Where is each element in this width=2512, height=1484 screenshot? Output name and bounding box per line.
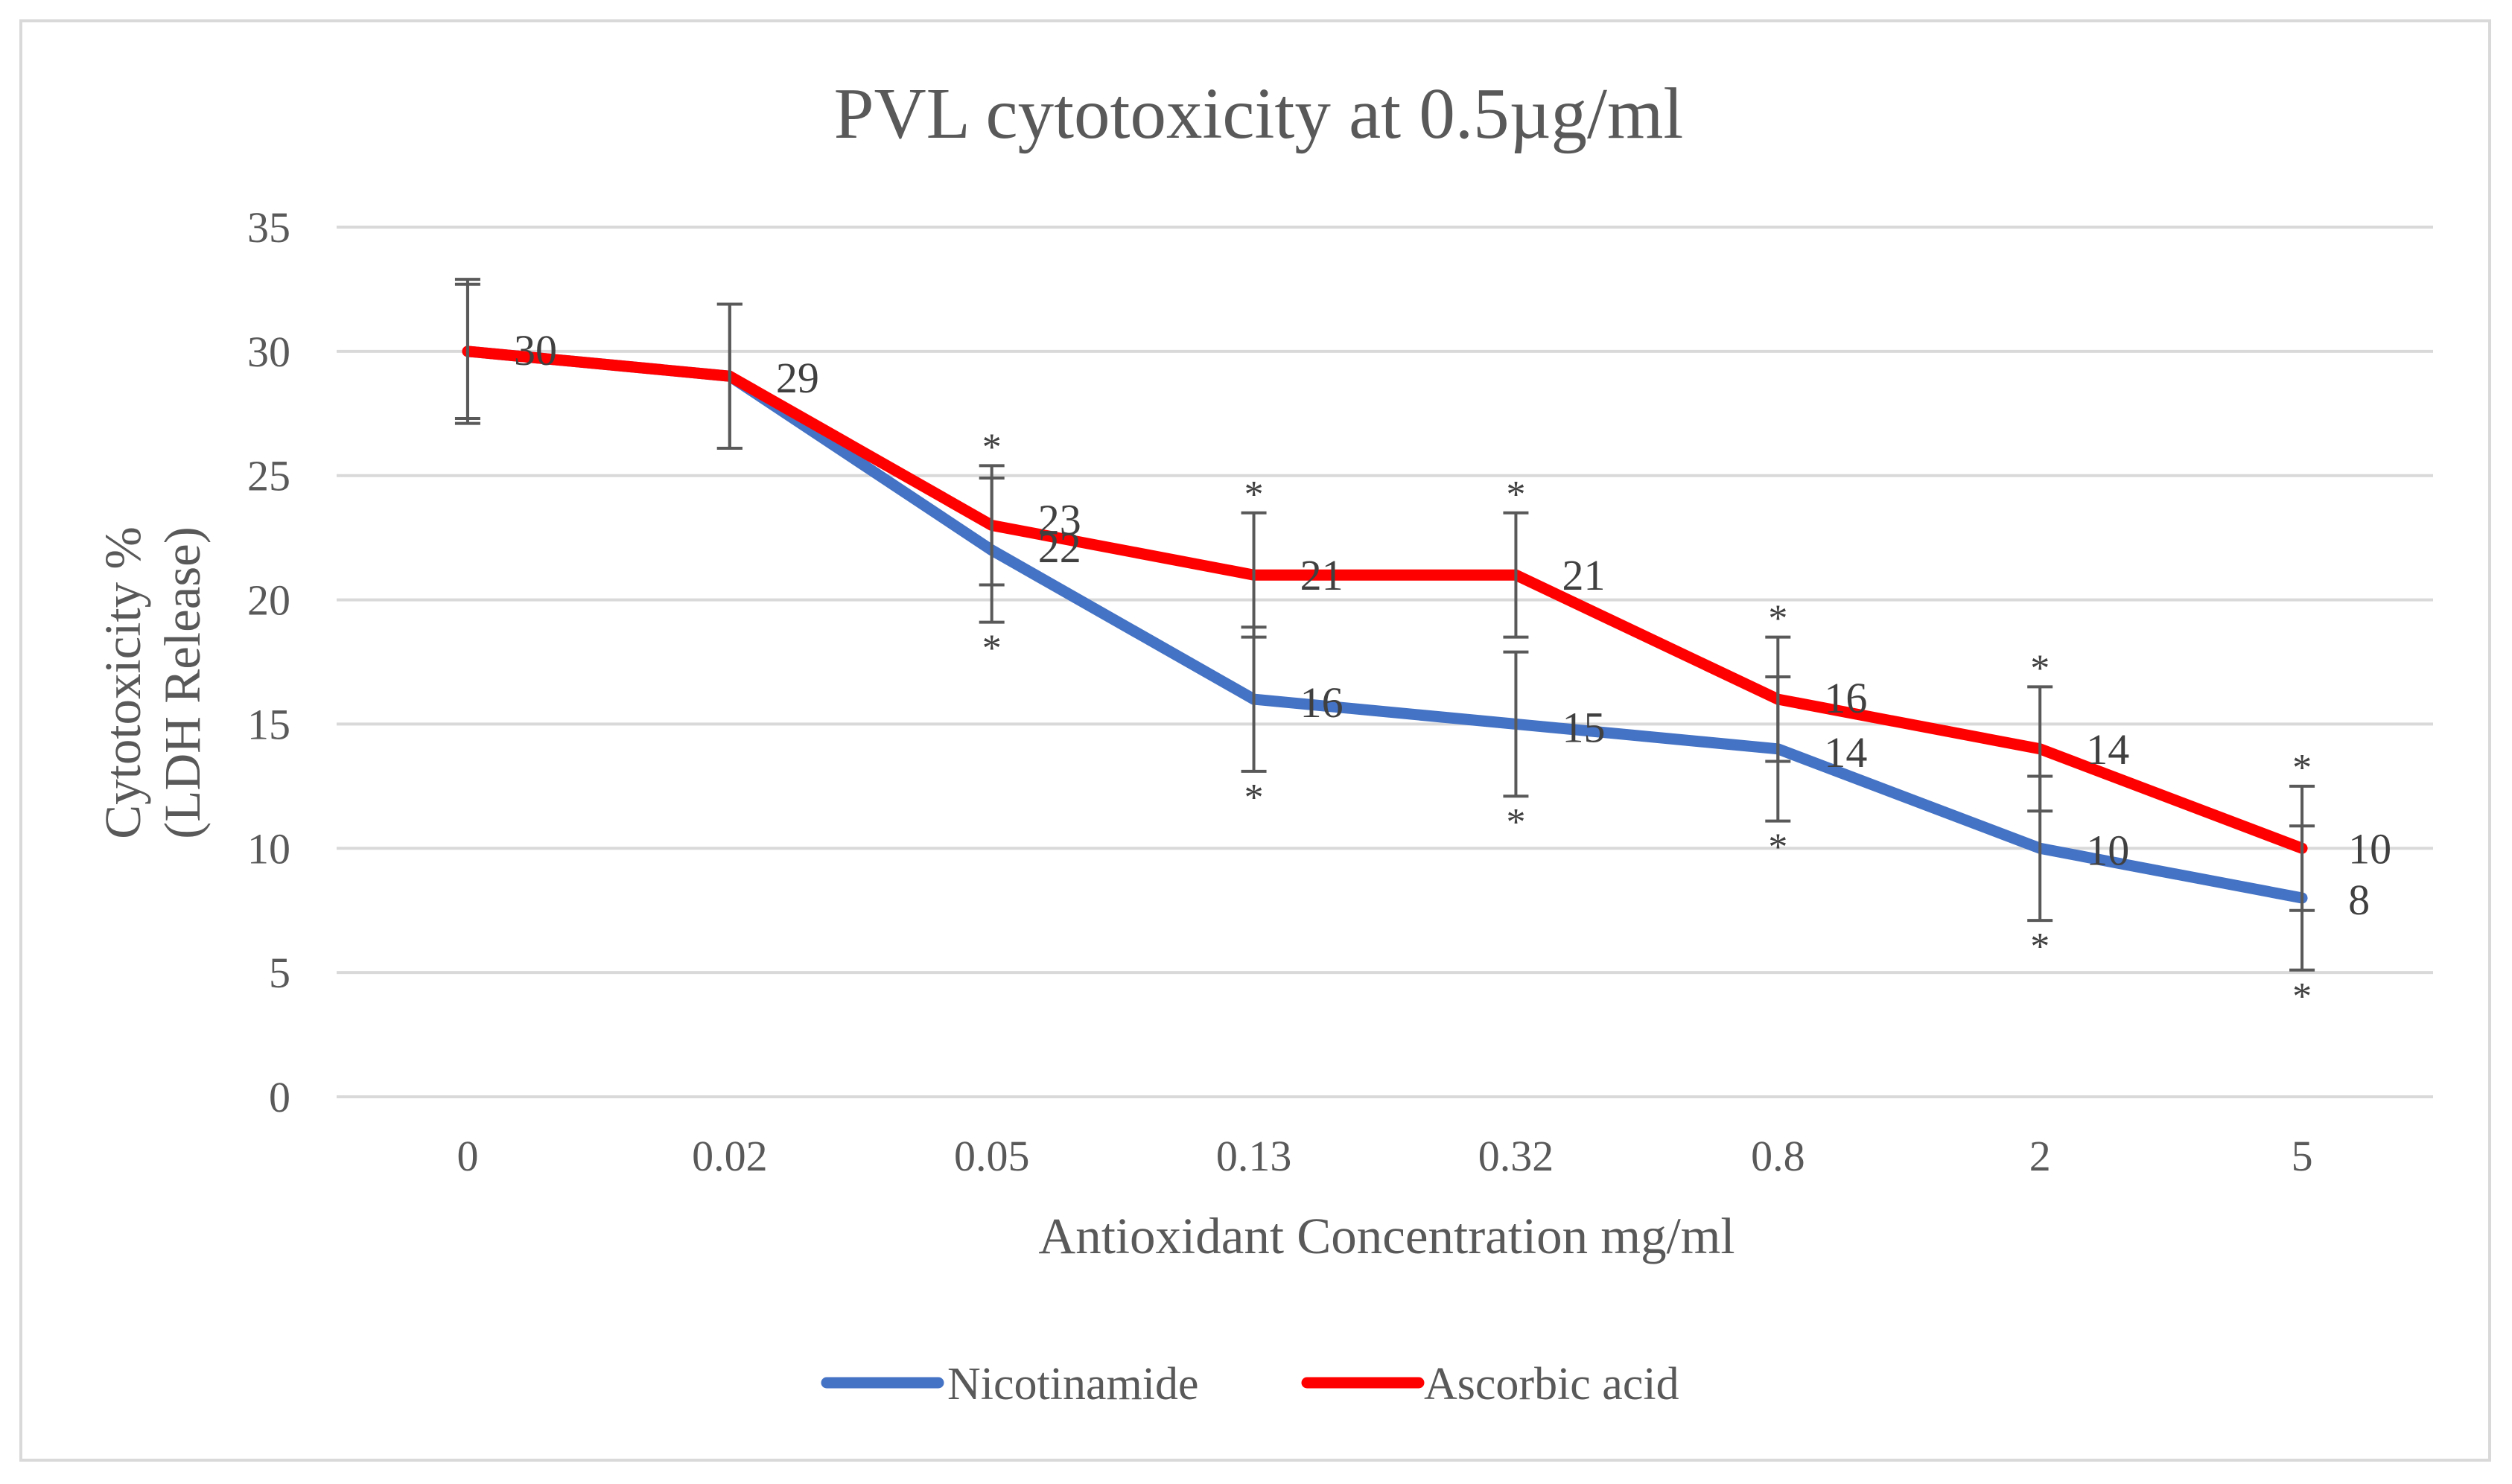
significance-star-0-7: * (2292, 975, 2312, 1018)
legend-label-nicotinamide: Nicotinamide (947, 1359, 1198, 1410)
y-tick-label-35: 35 (247, 203, 290, 252)
y-tick-label-25: 25 (247, 452, 290, 500)
legend-label-ascorbic-acid: Ascorbic acid (1424, 1359, 1679, 1410)
y-tick-label-20: 20 (247, 576, 290, 625)
error-bar-0-4 (1503, 650, 1529, 798)
significance-star-1-6: * (2030, 647, 2050, 690)
x-tick-label-0.02: 0.02 (692, 1132, 768, 1180)
significance-star-0-4: * (1506, 801, 1525, 844)
x-tick-label-2: 2 (2029, 1132, 2051, 1180)
data-label-ascorbic-acid-1: 29 (776, 354, 819, 402)
y-tick-labels: 0 5 10 15 20 25 30 35 (247, 203, 290, 1121)
y-axis-title-line2: (LDH Release) (154, 526, 211, 839)
data-label-nicotinamide-3: 16 (1300, 678, 1344, 727)
y-tick-label-10: 10 (247, 824, 290, 873)
x-tick-label-0.8: 0.8 (1751, 1132, 1805, 1180)
error-bar-1-2 (979, 464, 1005, 587)
error-bar-1-0 (454, 278, 480, 425)
y-tick-label-5: 5 (269, 949, 290, 997)
significance-star-1-7: * (2292, 747, 2312, 789)
error-bar-1-6 (2027, 685, 2053, 813)
error-bar-1-4 (1503, 511, 1529, 639)
error-bar-1-7 (2289, 784, 2315, 912)
data-label-nicotinamide-2: 22 (1038, 523, 1081, 572)
chart-title: PVL cytotoxicity at 0.5µg/ml (834, 74, 1684, 153)
data-label-ascorbic-acid-0: 30 (514, 326, 557, 375)
y-tick-label-0: 0 (269, 1073, 290, 1121)
y-tick-label-15: 15 (247, 700, 290, 748)
significance-star-1-3: * (1244, 474, 1264, 516)
significance-star-1-5: * (1768, 598, 1787, 640)
significance-star-0-2: * (982, 628, 1002, 670)
error-bar-1-5 (1765, 635, 1791, 763)
data-label-ascorbic-acid-6: 14 (2086, 725, 2129, 774)
significance-markers: * * * * * * * * * * * * (982, 426, 2312, 1017)
data-label-nicotinamide-7: 8 (2348, 876, 2370, 924)
x-tick-label-0.32: 0.32 (1478, 1132, 1554, 1180)
significance-star-0-3: * (1244, 777, 1264, 819)
significance-star-0-5: * (1768, 827, 1787, 869)
significance-star-1-4: * (1506, 474, 1525, 516)
data-label-nicotinamide-5: 14 (1824, 728, 1867, 777)
data-label-ascorbic-acid-4: 21 (1562, 551, 1605, 599)
x-axis-title: Antioxidant Concentration mg/ml (1038, 1208, 1734, 1264)
error-bar-1-1 (716, 302, 743, 450)
x-tick-label-0.05: 0.05 (954, 1132, 1030, 1180)
legend: Nicotinamide Ascorbic acid (821, 1359, 1679, 1410)
data-label-nicotinamide-6: 10 (2086, 826, 2129, 874)
series-lines (462, 345, 2308, 904)
error-bars (454, 278, 2315, 972)
series-line-nicotinamide (462, 345, 2308, 904)
data-label-ascorbic-acid-2: 23 (1038, 495, 1081, 544)
x-tick-label-0: 0 (457, 1132, 478, 1180)
data-label-ascorbic-acid-5: 16 (1824, 674, 1867, 722)
x-tick-label-0.13: 0.13 (1216, 1132, 1292, 1180)
error-bar-1-3 (1241, 511, 1267, 639)
y-tick-label-30: 30 (247, 328, 290, 376)
gridlines (337, 226, 2433, 1098)
series-line-ascorbic-acid (462, 345, 2308, 854)
significance-star-1-2: * (982, 426, 1002, 468)
x-tick-label-5: 5 (2292, 1132, 2313, 1180)
x-tick-labels: 0 0.02 0.05 0.13 0.32 0.8 2 5 (457, 1132, 2312, 1180)
significance-star-0-6: * (2030, 926, 2050, 968)
data-label-nicotinamide-4: 15 (1562, 703, 1605, 751)
data-label-ascorbic-acid-7: 10 (2348, 824, 2391, 873)
data-label-ascorbic-acid-3: 21 (1300, 551, 1344, 599)
y-axis-title-line1: Cytotoxicity % (95, 526, 151, 839)
